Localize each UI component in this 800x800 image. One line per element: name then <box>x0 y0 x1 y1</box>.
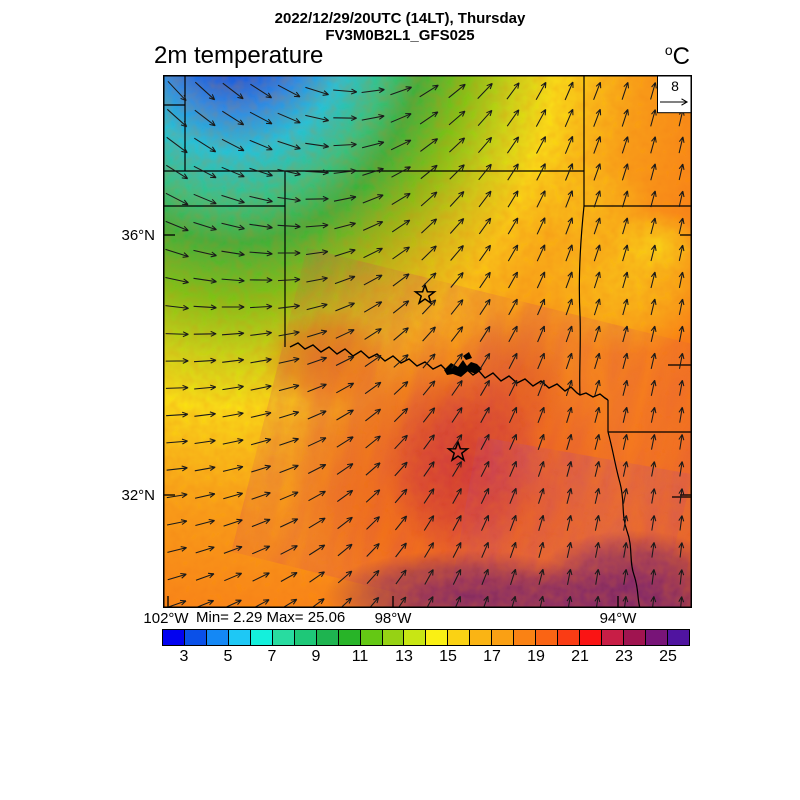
colorbar-segment <box>337 629 360 646</box>
colorbar-segment <box>601 629 624 646</box>
colorbar-tick-label: 13 <box>395 648 413 665</box>
lat-tick-label-36n: 36°N <box>121 227 155 244</box>
map-area: 8 <box>163 75 692 608</box>
colorbar-tick-label: 11 <box>351 648 369 665</box>
colorbar <box>162 629 690 646</box>
units-degree-sup: o <box>664 42 673 58</box>
colorbar-tick-labels: 3 5 7 9 11 13 15 17 19 21 23 25 <box>162 648 690 668</box>
city-star-marker <box>446 439 470 462</box>
lon-tick-label-98w: 98°W <box>374 610 412 627</box>
colorbar-segment <box>623 629 645 646</box>
colorbar-tick-label: 21 <box>571 648 589 665</box>
map-frame <box>163 75 692 608</box>
plot-title-model: FV3M0B2L1_GFS025 <box>325 27 475 44</box>
colorbar-segment <box>425 629 448 646</box>
wind-reference-box: 8 <box>657 75 692 114</box>
units-letter: C <box>672 43 690 70</box>
colorbar-tick-label: 25 <box>659 648 677 665</box>
colorbar-segment <box>535 629 558 646</box>
colorbar-tick-label: 23 <box>615 648 633 665</box>
colorbar-segment <box>579 629 602 646</box>
field-label: 2m temperature <box>154 42 324 69</box>
colorbar-segment <box>403 629 426 646</box>
wind-reference-value: 8 <box>671 78 679 94</box>
wind-arrow-field <box>165 80 685 608</box>
colorbar-tick-label: 3 <box>179 648 189 665</box>
lake-blob <box>444 352 482 377</box>
city-star-marker <box>413 282 437 305</box>
colorbar-segment <box>183 629 206 646</box>
colorbar-segment <box>666 629 690 646</box>
colorbar-segment <box>227 629 250 646</box>
colorbar-tick-label: 19 <box>527 648 545 665</box>
colorbar-tick-label: 17 <box>483 648 501 665</box>
colorbar-segment <box>381 629 404 646</box>
colorbar-segment <box>271 629 294 646</box>
wind-reference-bg <box>657 75 692 114</box>
border-ok-ar-vertical <box>578 205 585 396</box>
axis-ticks <box>163 234 692 608</box>
colorbar-segment <box>491 629 514 646</box>
lon-tick-label-94w: 94°W <box>599 610 637 627</box>
plot-title-datetime: 2022/12/29/20UTC (14LT), Thursday <box>274 10 526 27</box>
city-star-markers <box>413 282 470 462</box>
colorbar-segment <box>469 629 492 646</box>
border-tx-la-river <box>607 431 641 608</box>
units-label: oC <box>620 42 690 71</box>
lon-tick-label-102w: 102°W <box>143 610 189 627</box>
colorbar-tick-label: 7 <box>267 648 277 665</box>
colorbar-segment <box>447 629 470 646</box>
colorbar-segment <box>644 629 667 646</box>
temp-noise-overlay <box>163 75 692 608</box>
colorbar-segment <box>249 629 272 646</box>
lat-tick-label-32n: 32°N <box>121 487 155 504</box>
wind-reference-arrow <box>660 98 689 106</box>
colorbar-tick-label: 9 <box>311 648 321 665</box>
colorbar-segment <box>557 629 580 646</box>
colorbar-segment <box>359 629 382 646</box>
colorbar-segment <box>513 629 536 646</box>
colorbar-segment <box>315 629 338 646</box>
colorbar-segment <box>293 629 316 646</box>
colorbar-segment <box>162 629 184 646</box>
minmax-label: Min= 2.29 Max= 25.06 <box>196 609 346 626</box>
colorbar-tick-label: 5 <box>223 648 233 665</box>
map-canvas: 8 <box>163 75 692 608</box>
wind-arrows <box>165 80 685 608</box>
colorbar-tick-label: 15 <box>439 648 457 665</box>
colorbar-segment <box>205 629 228 646</box>
